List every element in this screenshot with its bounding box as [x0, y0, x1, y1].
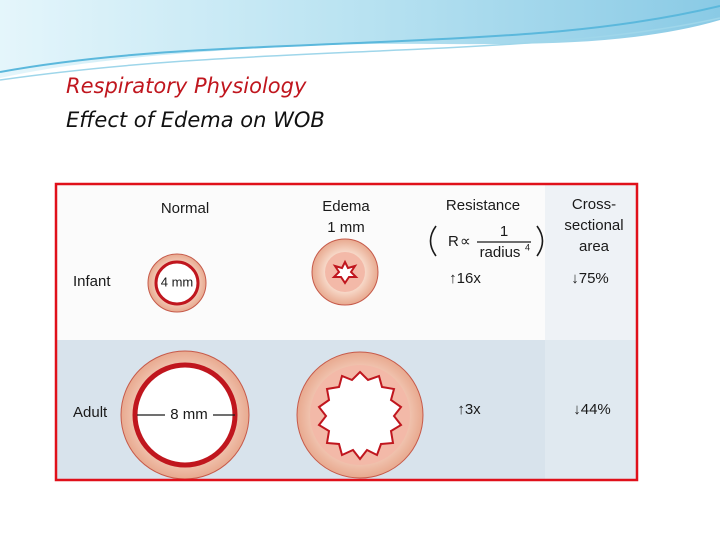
- formula-denominator: radius: [480, 244, 521, 261]
- figure: Normal Edema 1 mm Resistance R ∝ 1 radiu…: [54, 182, 639, 482]
- swoosh: [0, 0, 720, 78]
- row-label: Adult: [73, 404, 108, 421]
- subtitle: Effect of Edema on WOB: [66, 108, 325, 132]
- formula-symbol: ∝: [460, 233, 471, 250]
- area-change: ↓44%: [573, 401, 611, 418]
- column-header: Resistance: [446, 197, 520, 214]
- swoosh-line: [0, 5, 720, 73]
- formula-numerator: 1: [500, 223, 508, 240]
- swoosh-line: [0, 17, 720, 81]
- column-header: Edema: [322, 198, 370, 215]
- column-header: Cross-: [572, 196, 616, 213]
- resistance-change: ↑3x: [457, 401, 481, 418]
- figure-shade: [545, 184, 636, 480]
- diameter-label: 8 mm: [170, 406, 208, 423]
- title: Respiratory Physiology: [66, 74, 307, 98]
- airway-lumen: [331, 259, 359, 285]
- airway-lumen: [317, 370, 403, 461]
- airway-lumen: [154, 260, 200, 306]
- column-header: Normal: [161, 200, 209, 217]
- column-header: area: [579, 238, 610, 255]
- parenthesis: [536, 225, 544, 257]
- row-label: Infant: [73, 273, 111, 290]
- column-subheader: 1 mm: [327, 219, 365, 236]
- resistance-change: ↑16x: [449, 270, 481, 287]
- area-change: ↓75%: [571, 270, 609, 287]
- column-header: sectional: [564, 217, 623, 234]
- diameter-label: 4 mm: [161, 274, 194, 289]
- formula-exponent: 4: [525, 242, 530, 252]
- parenthesis: [429, 225, 437, 257]
- figure-border: [54, 182, 639, 482]
- formula-lhs: R: [448, 233, 459, 250]
